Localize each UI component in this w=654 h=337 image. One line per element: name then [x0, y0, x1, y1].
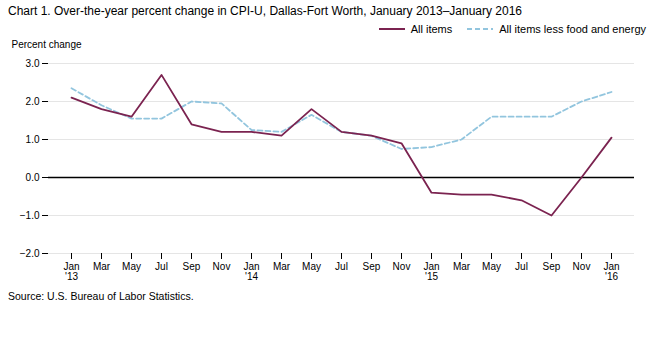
svg-text:May: May [302, 261, 321, 272]
svg-text:Jan'16: Jan'16 [603, 261, 619, 282]
html-text:Chart 1. Over-the-year percent: Chart 1. Over-the-year percent change in… [8, 4, 522, 18]
svg-text:Jul: Jul [335, 261, 348, 272]
svg-text:Nov: Nov [573, 261, 591, 272]
svg-text:Nov: Nov [213, 261, 231, 272]
svg-text:Sep: Sep [183, 261, 201, 272]
svg-text:−1.0: −1.0 [20, 210, 40, 221]
svg-text:3.0: 3.0 [26, 58, 40, 69]
svg-text:May: May [122, 261, 141, 272]
svg-text:1.0: 1.0 [26, 134, 40, 145]
svg-text:Jan'14: Jan'14 [243, 261, 259, 282]
svg-text:Sep: Sep [363, 261, 381, 272]
svg-text:2.0: 2.0 [26, 96, 40, 107]
html-text:All items less food and energy: All items less food and energy [499, 23, 646, 35]
svg-text:Mar: Mar [453, 261, 471, 272]
svg-text:Jul: Jul [515, 261, 528, 272]
html-text:Source: U.S. Bureau of Labor S: Source: U.S. Bureau of Labor Statistics. [8, 290, 194, 302]
svg-text:Nov: Nov [393, 261, 411, 272]
svg-text:Mar: Mar [273, 261, 291, 272]
svg-text:Sep: Sep [543, 261, 561, 272]
svg-text:Jul: Jul [155, 261, 168, 272]
svg-text:May: May [482, 261, 501, 272]
svg-text:Jan'15: Jan'15 [423, 261, 439, 282]
svg-text:Jan'13: Jan'13 [63, 261, 79, 282]
svg-text:Percent change: Percent change [12, 39, 82, 50]
svg-text:Mar: Mar [93, 261, 111, 272]
svg-text:0.0: 0.0 [26, 172, 40, 183]
svg-text:−2.0: −2.0 [20, 248, 40, 259]
html-text:All items: All items [410, 23, 453, 35]
